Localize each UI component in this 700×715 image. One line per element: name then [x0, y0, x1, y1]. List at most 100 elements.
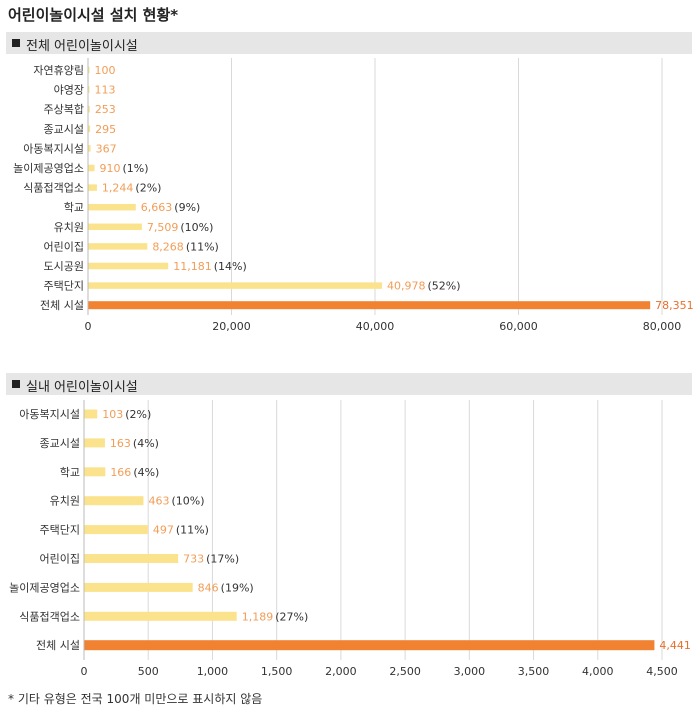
- x-tick-label: 0: [85, 320, 92, 333]
- bar: [88, 66, 90, 74]
- category-label: 식품접객업소: [19, 610, 80, 623]
- value-label: 4,441: [659, 639, 691, 652]
- value-label: 1,244: [102, 182, 133, 195]
- percent-label: (1%): [123, 162, 149, 175]
- percent-label: (27%): [275, 610, 308, 623]
- bar: [88, 203, 136, 211]
- x-tick-label: 40,000: [356, 320, 395, 333]
- category-label: 어린이집: [44, 240, 84, 253]
- total-bar: [88, 301, 651, 310]
- x-tick-label: 2,500: [389, 665, 421, 678]
- square-bullet-icon: [12, 39, 20, 47]
- percent-label: (14%): [214, 260, 247, 273]
- bar: [88, 105, 90, 113]
- bar: [84, 582, 193, 592]
- x-tick-label: 1,000: [197, 665, 229, 678]
- footnote: * 기타 유형은 전국 100개 미만으로 표시하지 않음: [8, 692, 263, 706]
- bar: [84, 611, 237, 621]
- category-label: 전체 시설: [36, 639, 80, 652]
- percent-label: (10%): [180, 221, 213, 234]
- value-label: 463: [148, 495, 169, 508]
- percent-label: (4%): [133, 466, 159, 479]
- value-label: 166: [110, 466, 131, 479]
- category-label: 종교시설: [44, 123, 84, 136]
- value-label: 78,351: [655, 299, 694, 312]
- section-label: 전체 어린이놀이시설: [26, 39, 138, 54]
- bar: [88, 164, 95, 172]
- x-tick-label: 4,500: [646, 665, 678, 678]
- category-label: 야영장: [54, 84, 84, 97]
- value-label: 733: [183, 553, 204, 566]
- bar: [84, 554, 179, 563]
- percent-label: (2%): [125, 408, 151, 421]
- bar: [88, 184, 97, 191]
- value-label: 846: [198, 581, 219, 594]
- bar: [88, 86, 90, 93]
- bar: [84, 525, 148, 535]
- category-label: 학교: [64, 201, 84, 214]
- page-title: 어린이놀이시설 설치 현황*: [8, 6, 179, 24]
- category-label: 자연휴양림: [33, 64, 84, 77]
- x-tick-label: 0: [81, 665, 88, 678]
- x-tick-label: 3,500: [518, 665, 550, 678]
- value-label: 100: [95, 64, 116, 77]
- bar: [88, 282, 383, 289]
- category-label: 아동복지시설: [23, 142, 84, 155]
- category-label: 종교시설: [40, 437, 80, 450]
- percent-label: (11%): [176, 524, 209, 537]
- value-label: 40,978: [387, 280, 426, 293]
- category-label: 아동복지시설: [19, 408, 80, 421]
- bar: [88, 243, 148, 250]
- value-label: 6,663: [141, 201, 173, 214]
- x-tick-label: 1,500: [261, 665, 293, 678]
- category-label: 주상복합: [44, 103, 84, 116]
- category-label: 유치원: [54, 221, 84, 234]
- value-label: 295: [95, 123, 116, 136]
- total-bar: [84, 640, 655, 651]
- category-label: 주택단지: [40, 524, 80, 537]
- category-label: 놀이제공영업소: [9, 581, 80, 594]
- value-label: 113: [95, 84, 116, 97]
- x-tick-label: 2,000: [325, 665, 357, 678]
- category-label: 유치원: [50, 495, 80, 508]
- x-tick-label: 500: [138, 665, 159, 678]
- percent-label: (17%): [206, 553, 239, 566]
- percent-label: (2%): [135, 182, 161, 195]
- bar: [88, 145, 91, 152]
- x-tick-label: 4,000: [582, 665, 614, 678]
- x-tick-label: 20,000: [212, 320, 251, 333]
- x-tick-label: 60,000: [499, 320, 538, 333]
- chart-indoor-facilities: 0 500 1,000 1,500 2,000 2,500 3,000 3,500 4,000 4…: [9, 400, 691, 678]
- value-label: 7,509: [147, 221, 179, 234]
- bar: [88, 262, 169, 270]
- percent-label: (52%): [428, 280, 461, 293]
- bar: [84, 409, 98, 419]
- value-label: 8,268: [152, 240, 184, 253]
- value-label: 910: [100, 162, 121, 175]
- value-label: 163: [110, 437, 131, 450]
- value-label: 497: [153, 524, 174, 537]
- percent-label: (4%): [133, 437, 159, 450]
- percent-label: (11%): [186, 240, 219, 253]
- percent-label: (10%): [171, 495, 204, 508]
- value-label: 103: [102, 408, 123, 421]
- section-header-indoor: 실내 어린이놀이시설: [6, 373, 692, 395]
- bar: [84, 438, 105, 448]
- section-label: 실내 어린이놀이시설: [26, 380, 138, 395]
- bar: [84, 467, 106, 477]
- chart-all-facilities: 0 20,000 40,000 60,000 80,000 자연휴양림 100 야영장 113 주…: [13, 58, 694, 333]
- bar: [84, 496, 144, 506]
- category-label: 주택단지: [44, 280, 84, 293]
- bar: [88, 125, 91, 133]
- bar: [88, 223, 142, 231]
- percent-label: (9%): [174, 201, 200, 214]
- value-label: 367: [96, 142, 117, 155]
- category-label: 어린이집: [40, 553, 80, 566]
- value-label: 253: [95, 103, 116, 116]
- category-label: 식품접객업소: [23, 182, 84, 195]
- category-label: 학교: [60, 466, 80, 479]
- section-header-all: 전체 어린이놀이시설: [6, 32, 692, 54]
- x-tick-label: 3,000: [454, 665, 486, 678]
- value-label: 1,189: [242, 610, 274, 623]
- square-bullet-icon: [12, 380, 20, 388]
